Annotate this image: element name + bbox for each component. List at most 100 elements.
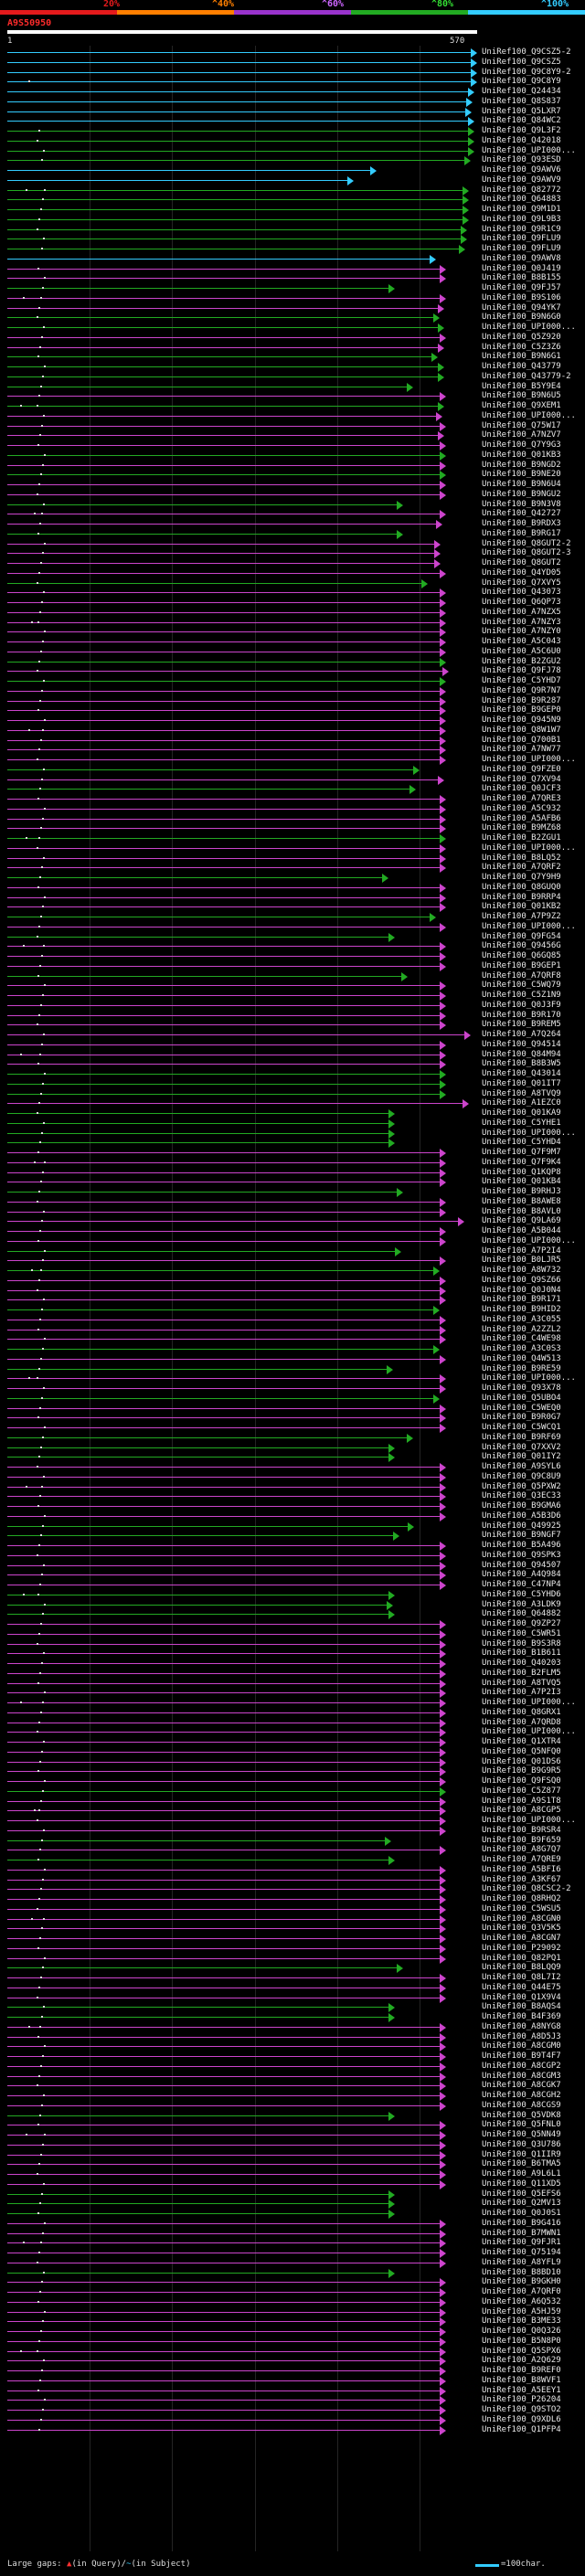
hit-label[interactable]: UniRef100_A8W732 (482, 1266, 561, 1275)
hit-label[interactable]: UniRef100_Q1IIR9 (482, 2149, 561, 2159)
hit-row[interactable]: UniRef100_B9GMA6 (0, 1501, 585, 1511)
hit-label[interactable]: UniRef100_B0LJR5 (482, 1256, 561, 1266)
hit-row[interactable]: UniRef100_A7NW77 (0, 745, 585, 756)
hit-label[interactable]: UniRef100_Q93X78 (482, 1383, 561, 1393)
hit-label[interactable]: UniRef100_Q9XDL6 (482, 2414, 561, 2424)
hit-row[interactable]: UniRef100_B5A496 (0, 1541, 585, 1551)
hit-label[interactable]: UniRef100_B9GKH0 (482, 2277, 561, 2287)
hit-label[interactable]: UniRef100_A7NZY0 (482, 627, 561, 637)
hit-row[interactable]: UniRef100_A8CGP5 (0, 1806, 585, 1817)
hit-row[interactable]: UniRef100_A7NZV7 (0, 430, 585, 441)
hit-row[interactable]: UniRef100_B8AQS4 (0, 2002, 585, 2013)
hit-label[interactable]: UniRef100_A8YFL9 (482, 2257, 561, 2267)
hit-row[interactable]: UniRef100_A8CGM3 (0, 2072, 585, 2082)
hit-row[interactable]: UniRef100_B9REF0 (0, 2366, 585, 2376)
hit-row[interactable]: UniRef100_Q8GUQ0 (0, 883, 585, 893)
hit-row[interactable]: UniRef100_Q9STO2 (0, 2405, 585, 2415)
hit-row[interactable]: UniRef100_A8NYG8 (0, 2022, 585, 2032)
hit-row[interactable]: UniRef100_Q7XV94 (0, 775, 585, 785)
hit-row[interactable]: UniRef100_B9N6G0 (0, 313, 585, 323)
hit-row[interactable]: UniRef100_A7QRF0 (0, 2287, 585, 2297)
hit-label[interactable]: UniRef100_Q9R1C9 (482, 224, 561, 234)
hit-row[interactable]: UniRef100_B9F659 (0, 1836, 585, 1846)
hit-label[interactable]: UniRef100_B7MWN1 (482, 2228, 561, 2238)
hit-label[interactable]: UniRef100_B9NGF7 (482, 1531, 561, 1541)
hit-label[interactable]: UniRef100_B9GEP1 (482, 960, 561, 970)
hit-row[interactable]: UniRef100_B9RDX3 (0, 519, 585, 529)
hit-label[interactable]: UniRef100_B8BD10 (482, 2267, 561, 2277)
hit-row[interactable]: UniRef100_Q42727 (0, 509, 585, 520)
hit-row[interactable]: UniRef100_B9RF69 (0, 1433, 585, 1443)
hit-label[interactable]: UniRef100_Q5EFS6 (482, 2189, 561, 2199)
hit-label[interactable]: UniRef100_Q94514 (482, 1039, 561, 1049)
hit-label[interactable]: UniRef100_B9NE20 (482, 470, 561, 480)
hit-label[interactable]: UniRef100_Q5VDK8 (482, 2110, 561, 2120)
hit-row[interactable]: UniRef100_A8TVQ9 (0, 1089, 585, 1099)
hit-label[interactable]: UniRef100_B9R171 (482, 1295, 561, 1305)
hit-label[interactable]: UniRef100_B9T4F7 (482, 2051, 561, 2061)
hit-row[interactable]: UniRef100_UPI000... (0, 1698, 585, 1708)
hit-row[interactable]: UniRef100_A8CGP2 (0, 2062, 585, 2072)
hit-row[interactable]: UniRef100_UPI000... (0, 755, 585, 765)
hit-label[interactable]: UniRef100_B5A496 (482, 1541, 561, 1550)
hit-label[interactable]: UniRef100_Q0J0S1 (482, 2209, 561, 2218)
hit-row[interactable]: UniRef100_Q1PFP4 (0, 2425, 585, 2435)
hit-row[interactable]: UniRef100_Q8GUT2-2 (0, 539, 585, 549)
hit-row[interactable]: UniRef100_Q3U786 (0, 2140, 585, 2150)
hit-label[interactable]: UniRef100_Q24434 (482, 87, 561, 96)
hit-row[interactable]: UniRef100_Q9XDL6 (0, 2415, 585, 2425)
hit-label[interactable]: UniRef100_A7P9Z2 (482, 912, 561, 921)
hit-row[interactable]: UniRef100_Q1IIR9 (0, 2150, 585, 2160)
hit-label[interactable]: UniRef100_Q1PFP4 (482, 2424, 561, 2434)
hit-row[interactable]: UniRef100_A8TVQ5 (0, 1679, 585, 1689)
hit-label[interactable]: UniRef100_Q0J419 (482, 263, 561, 273)
hit-label[interactable]: UniRef100_UPI000... (482, 921, 576, 931)
hit-row[interactable]: UniRef100_B9R0G7 (0, 1413, 585, 1424)
hit-row[interactable]: UniRef100_Q9FLU9 (0, 244, 585, 254)
hit-row[interactable]: UniRef100_B9R170 (0, 1011, 585, 1021)
hit-row[interactable]: UniRef100_A9L6L1 (0, 2169, 585, 2179)
hit-label[interactable]: UniRef100_A7QRF8 (482, 970, 561, 981)
hit-label[interactable]: UniRef100_Q01KB2 (482, 902, 561, 912)
hit-row[interactable]: UniRef100_Q0J419 (0, 264, 585, 274)
hit-label[interactable]: UniRef100_Q42018 (482, 135, 561, 145)
hit-row[interactable]: UniRef100_Q9FSQ0 (0, 1776, 585, 1786)
hit-row[interactable]: UniRef100_Q75W17 (0, 421, 585, 431)
hit-row[interactable]: UniRef100_Q8GUT2-3 (0, 548, 585, 559)
hit-row[interactable]: UniRef100_B8LQ52 (0, 853, 585, 864)
hit-label[interactable]: UniRef100_B3ME33 (482, 2316, 561, 2327)
hit-row[interactable]: UniRef100_A8YFL9 (0, 2258, 585, 2268)
hit-row[interactable]: UniRef100_B9RHJ3 (0, 1187, 585, 1197)
hit-row[interactable]: UniRef100_P29092 (0, 1944, 585, 1954)
hit-label[interactable]: UniRef100_Q5PXW2 (482, 1481, 561, 1491)
hit-label[interactable]: UniRef100_A8CGP2 (482, 2061, 561, 2071)
hit-row[interactable]: UniRef100_Q94507 (0, 1561, 585, 1571)
hit-label[interactable]: UniRef100_B5Y9E4 (482, 381, 561, 391)
hit-label[interactable]: UniRef100_Q700B1 (482, 735, 561, 745)
hit-label[interactable]: UniRef100_A9SYL6 (482, 1462, 561, 1471)
hit-row[interactable]: UniRef100_UPI000... (0, 146, 585, 156)
hit-row[interactable]: UniRef100_Q5NFQ0 (0, 1747, 585, 1757)
hit-label[interactable]: UniRef100_Q64883 (482, 195, 561, 205)
hit-row[interactable]: UniRef100_Q8W1W7 (0, 726, 585, 736)
hit-label[interactable]: UniRef100_Q93ESD (482, 155, 561, 165)
hit-row[interactable]: UniRef100_B3ME33 (0, 2316, 585, 2327)
hit-row[interactable]: UniRef100_Q9AWV6 (0, 165, 585, 175)
hit-label[interactable]: UniRef100_Q01DS6 (482, 1756, 561, 1766)
hit-label[interactable]: UniRef100_Q01KB3 (482, 450, 561, 460)
hit-label[interactable]: UniRef100_Q75194 (482, 2248, 561, 2257)
hit-label[interactable]: UniRef100_A8G7Q7 (482, 1845, 561, 1855)
hit-row[interactable]: UniRef100_B9N6U4 (0, 480, 585, 490)
hit-label[interactable]: UniRef100_Q9L9B3 (482, 214, 561, 224)
hit-row[interactable]: UniRef100_A7Q264 (0, 1030, 585, 1040)
hit-row[interactable]: UniRef100_A7NZX5 (0, 608, 585, 618)
hit-label[interactable]: UniRef100_Q9FLU9 (482, 244, 561, 253)
hit-label[interactable]: UniRef100_A7P2I4 (482, 1246, 561, 1256)
hit-label[interactable]: UniRef100_Q7F9M7 (482, 1148, 561, 1157)
hit-row[interactable]: UniRef100_B6TMA5 (0, 2159, 585, 2170)
hit-row[interactable]: UniRef100_Q9R1C9 (0, 225, 585, 235)
hit-row[interactable]: UniRef100_Q44E75 (0, 1983, 585, 1993)
hit-label[interactable]: UniRef100_UPI000... (482, 1816, 576, 1825)
hit-row[interactable]: UniRef100_A8CGS9 (0, 2101, 585, 2111)
hit-row[interactable]: UniRef100_B2ZGU1 (0, 833, 585, 843)
